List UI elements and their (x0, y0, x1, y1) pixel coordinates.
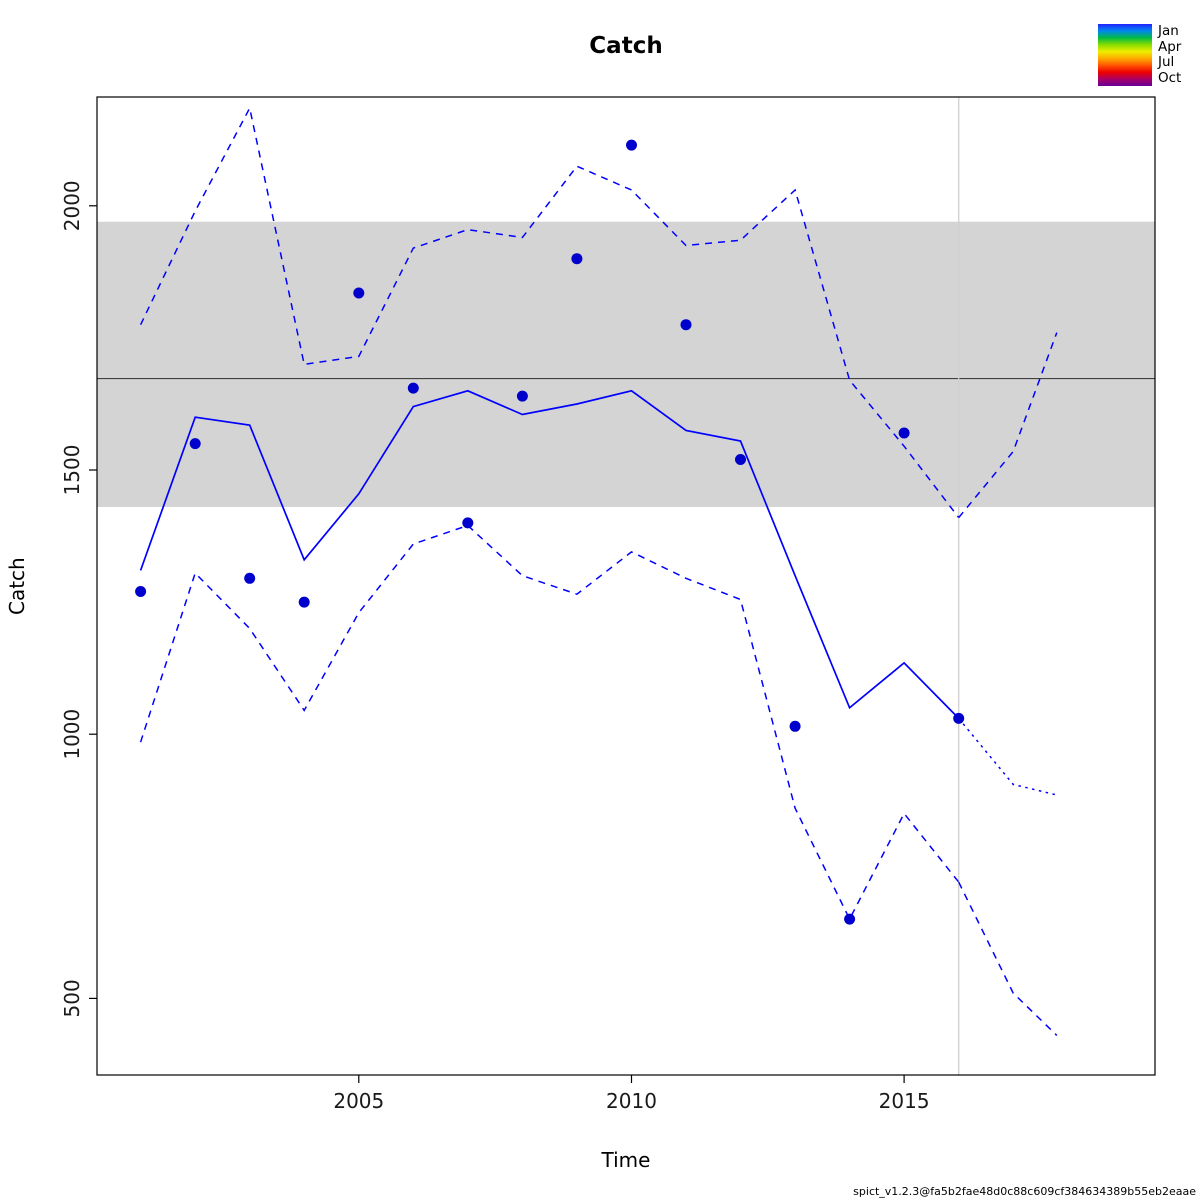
lower-95-ci-line (139, 524, 960, 921)
forecast-upper-ci-line (958, 332, 1058, 519)
observed-catch-point (189, 438, 201, 450)
observed-catch-point (898, 427, 910, 439)
chart-title: Catch (589, 33, 663, 59)
observed-catch-point (735, 454, 746, 465)
x-tick-label: 2010 (606, 1089, 657, 1113)
observed-catch-point (353, 287, 365, 299)
legend-label-jan: Jan (1158, 23, 1179, 39)
observed-catch-point (953, 712, 965, 724)
legend-label-jul: Jul (1158, 54, 1175, 70)
season-legend: Jan Apr Jul Oct (1098, 23, 1182, 86)
legend-label-apr: Apr (1158, 38, 1182, 55)
y-tick-label: 2000 (60, 180, 84, 231)
observed-catch-point (298, 596, 310, 608)
plot-border (96, 96, 1156, 1076)
season-legend-labels: Jan Apr Jul Oct (1158, 23, 1182, 86)
observed-catch-point (844, 913, 856, 925)
version-footer: spict_v1.2.3@fa5b2fae48d0c88c609cf384634… (853, 1185, 1196, 1198)
y-tick-label: 1000 (60, 709, 84, 760)
observed-catch-point (244, 572, 256, 584)
legend-label-oct: Oct (1158, 69, 1182, 86)
observed-catch-point (680, 319, 692, 331)
estimated-catch-line (139, 389, 960, 719)
x-axis-label: Time (601, 1148, 651, 1172)
y-tick-label: 1500 (60, 445, 84, 496)
observed-catch-point (626, 139, 637, 151)
y-axis-label: Catch (5, 557, 29, 615)
y-tick-label: 500 (60, 979, 84, 1017)
observed-catch-point (516, 390, 528, 402)
observed-catch-point (407, 382, 419, 394)
observed-catch-point (789, 720, 801, 732)
forecast-line (958, 717, 1057, 796)
x-tick-label: 2005 (333, 1089, 384, 1113)
x-tick-label: 2015 (879, 1089, 930, 1113)
season-colorbar (1098, 24, 1152, 86)
confidence-band (97, 221, 1155, 507)
observed-catch-point (135, 586, 147, 597)
upper-95-ci-line (139, 105, 960, 519)
observed-catch-point (462, 517, 474, 529)
forecast-lower-ci-line (958, 881, 1058, 1036)
observed-catch-point (571, 253, 583, 265)
